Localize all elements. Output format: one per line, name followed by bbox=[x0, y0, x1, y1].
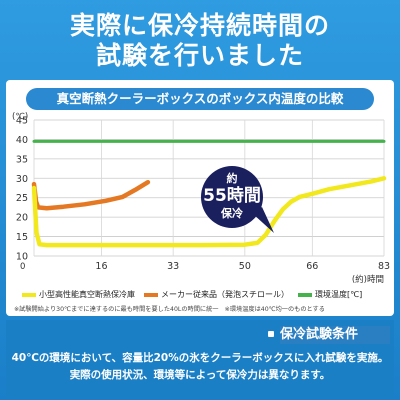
y-axis-label: (℃) bbox=[12, 112, 28, 122]
y-tick-label: 40 bbox=[16, 135, 28, 146]
headline-line-2: 試験を行いました bbox=[95, 41, 304, 70]
y-tick-label: 35 bbox=[16, 154, 28, 165]
x-tick-label: 66 bbox=[306, 261, 318, 272]
series-line-foam bbox=[31, 179, 151, 211]
y-tick-label: 25 bbox=[16, 193, 28, 204]
headline-line-1: 実際に保冷持続時間の bbox=[69, 11, 330, 40]
square-bullet-icon bbox=[268, 331, 274, 337]
x-tick-label: 16 bbox=[95, 261, 107, 272]
legend-swatch-foam bbox=[144, 292, 158, 297]
chart-legend: 小型高性能真空断熱保冷庫 メーカー従来品（発泡スチロール） 環境温度[℃] bbox=[22, 289, 362, 300]
legend-item-foam: メーカー従来品（発泡スチロール） bbox=[144, 289, 289, 300]
legend-label-ambient: 環境温度[℃] bbox=[315, 290, 363, 299]
legend-item-vacuum: 小型高性能真空断熱保冷庫 bbox=[22, 289, 135, 300]
legend-swatch-ambient bbox=[298, 292, 312, 297]
y-tick-label: 10 bbox=[16, 252, 28, 263]
legend-swatch-vacuum bbox=[22, 292, 36, 297]
annotation-text-2: 55時間 bbox=[203, 185, 261, 206]
y-tick-label: 30 bbox=[16, 174, 28, 185]
x-tick-label: 50 bbox=[239, 261, 251, 272]
legend-label-vacuum: 小型高性能真空断熱保冷庫 bbox=[39, 290, 135, 299]
x-tick-label: 0 bbox=[20, 262, 25, 272]
legend-label-foam: メーカー従来品（発泡スチロール） bbox=[161, 290, 289, 299]
legend-item-ambient: 環境温度[℃] bbox=[298, 289, 362, 300]
annotation-bubble bbox=[201, 166, 263, 228]
y-tick-label: 20 bbox=[16, 213, 28, 224]
x-tick-label: 83 bbox=[378, 261, 390, 272]
annotation-text-1: 約 bbox=[227, 171, 238, 185]
chart-title: 真空断熱クーラーボックスのボックス内温度の比較 bbox=[26, 88, 374, 110]
annotation-text-3: 保冷 bbox=[220, 206, 243, 220]
x-tick-label: 33 bbox=[167, 261, 179, 272]
y-tick-label: 45 bbox=[16, 116, 28, 127]
x-axis-label: (約)時間 bbox=[352, 274, 384, 285]
y-tick-label: 15 bbox=[16, 232, 28, 243]
footnote: ※試験開始より30℃までに達するのに最も時間を要した40Lの時間に統一 ※環境温… bbox=[14, 306, 325, 313]
conditions-line-2: 実際の使用状況、環境等によって保冷力は異なります。 bbox=[69, 369, 331, 381]
conditions-line-1: 40℃の環境において、容量比20%の氷をクーラーボックスに入れ試験を実施。 bbox=[11, 352, 389, 364]
conditions-title: 保冷試験条件 bbox=[280, 326, 390, 344]
